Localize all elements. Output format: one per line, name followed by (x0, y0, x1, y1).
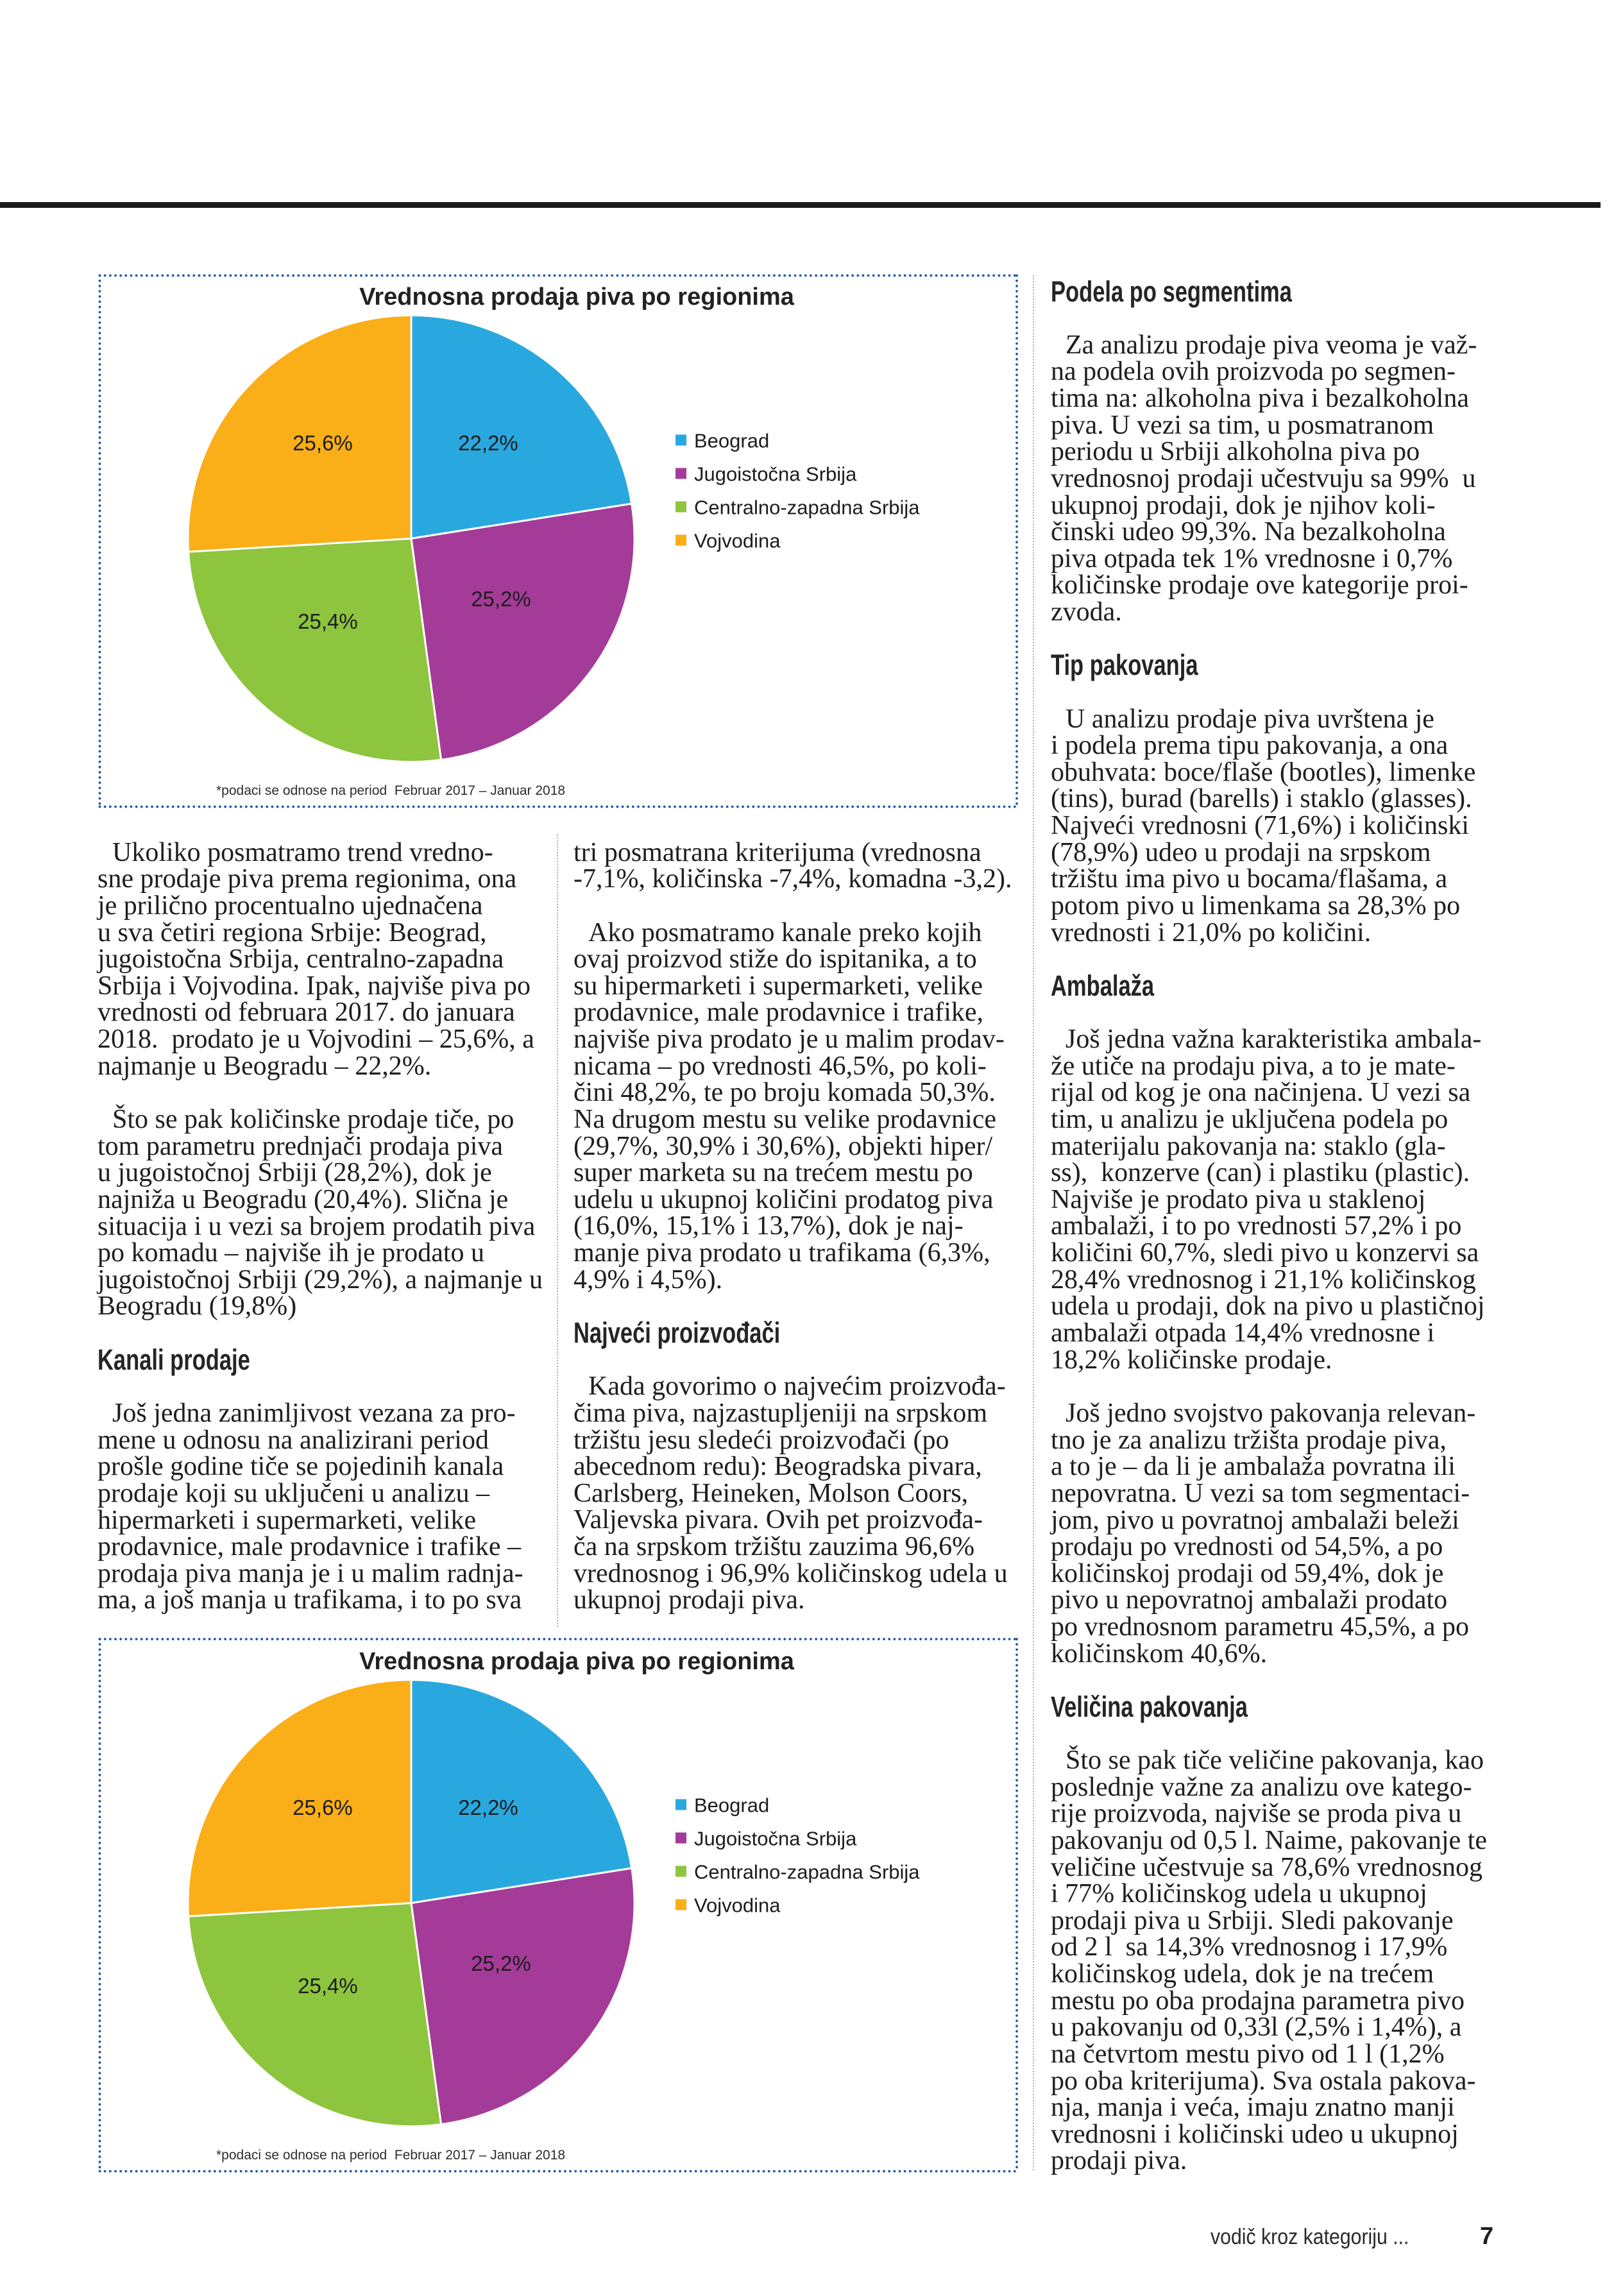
svg-text:Jugoistočna Srbija: Jugoistočna Srbija (694, 463, 857, 485)
svg-text:Beograd: Beograd (694, 1794, 769, 1816)
svg-text:Jugoistočna Srbija: Jugoistočna Srbija (694, 1827, 857, 1850)
svg-text:25,6%: 25,6% (293, 1796, 353, 1819)
svg-text:*podaci se odnose na period F: *podaci se odnose na period Februar 2017… (216, 783, 565, 798)
svg-text:Vrednosna prodaja piva po regi: Vrednosna prodaja piva po regionima (359, 1648, 795, 1675)
svg-text:22,2%: 22,2% (458, 1796, 518, 1819)
svg-text:Vrednosna prodaja piva po regi: Vrednosna prodaja piva po regionima (359, 284, 795, 310)
svg-text:25,2%: 25,2% (471, 1952, 531, 1975)
svg-text:25,4%: 25,4% (298, 609, 358, 633)
svg-text:22,2%: 22,2% (458, 431, 518, 455)
svg-text:Centralno-zapadna Srbija: Centralno-zapadna Srbija (694, 1860, 920, 1883)
svg-text:Centralno-zapadna Srbija: Centralno-zapadna Srbija (694, 496, 920, 518)
svg-text:25,6%: 25,6% (293, 431, 353, 455)
svg-text:25,2%: 25,2% (471, 587, 531, 611)
svg-text:*podaci se odnose na period F: *podaci se odnose na period Februar 2017… (216, 2148, 565, 2163)
svg-text:Vojvodina: Vojvodina (694, 529, 781, 552)
svg-text:25,4%: 25,4% (298, 1974, 358, 1998)
svg-text:Beograd: Beograd (694, 429, 769, 452)
svg-text:Vojvodina: Vojvodina (694, 1894, 781, 1916)
